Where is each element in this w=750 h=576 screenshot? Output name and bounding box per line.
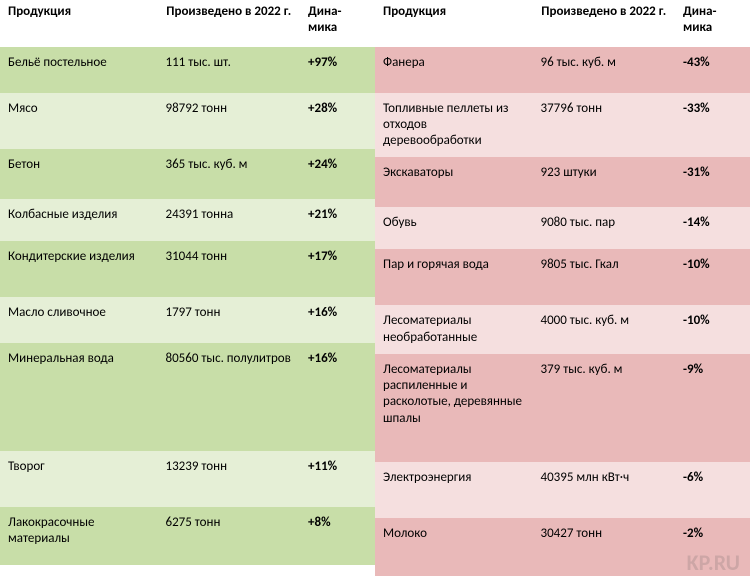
product-dynamics: -6% xyxy=(675,462,750,518)
product-dynamics: -31% xyxy=(675,157,750,207)
product-name: Творог xyxy=(0,451,158,507)
product-dynamics: +17% xyxy=(300,241,375,297)
product-name: Пар и горячая вода xyxy=(375,249,533,305)
table-header: Продукция Произведено в 2022 г. Дина-мик… xyxy=(375,0,750,47)
table-row: Лесоматериалы распиленные и расколотые, … xyxy=(375,354,750,462)
product-amount: 80560 тыс. полулитров xyxy=(158,343,301,451)
header-produced: Произведено в 2022 г. xyxy=(533,0,676,47)
table-row: Топливные пеллеты из отходов деревообраб… xyxy=(375,93,750,158)
table-row: Лесоматериалы необработанные 4000 тыс. к… xyxy=(375,305,750,354)
product-dynamics: +24% xyxy=(300,149,375,199)
table-row: Фанера 96 тыс. куб. м -43% xyxy=(375,47,750,93)
product-dynamics: -10% xyxy=(675,305,750,354)
header-produced: Произведено в 2022 г. xyxy=(158,0,301,47)
product-name: Фанера xyxy=(375,47,533,93)
table-header: Продукция Произведено в 2022 г. Дина-мик… xyxy=(0,0,375,47)
product-amount: 379 тыс. куб. м xyxy=(533,354,676,462)
product-name: Бельё постельное xyxy=(0,47,158,93)
product-dynamics: -33% xyxy=(675,93,750,158)
table-row: Колбасные изделия 24391 тонна +21% xyxy=(0,199,375,241)
production-comparison-table: Продукция Произведено в 2022 г. Дина-мик… xyxy=(0,0,750,576)
product-name: Лесоматериалы необработанные xyxy=(375,305,533,354)
product-amount: 1797 тонн xyxy=(158,297,301,343)
product-amount: 365 тыс. куб. м xyxy=(158,149,301,199)
header-dynamics: Дина-мика xyxy=(675,0,750,47)
product-dynamics: +21% xyxy=(300,199,375,241)
table-row: Электроэнергия 40395 млн кВт·ч -6% xyxy=(375,462,750,518)
product-amount: 37796 тонн xyxy=(533,93,676,158)
product-amount: 13239 тонн xyxy=(158,451,301,507)
table-row: Масло сливочное 1797 тонн +16% xyxy=(0,297,375,343)
product-amount: 9080 тыс. пар xyxy=(533,207,676,249)
table-row: Кондитерские изделия 31044 тонн +17% xyxy=(0,241,375,297)
product-name: Топливные пеллеты из отходов деревообраб… xyxy=(375,93,533,158)
product-name: Электроэнергия xyxy=(375,462,533,518)
product-name: Бетон xyxy=(0,149,158,199)
product-dynamics: +16% xyxy=(300,343,375,451)
product-dynamics: +11% xyxy=(300,451,375,507)
product-name: Лакокрасочные материалы xyxy=(0,507,158,565)
product-name: Минеральная вода xyxy=(0,343,158,451)
product-name: Обувь xyxy=(375,207,533,249)
product-dynamics: +97% xyxy=(300,47,375,93)
table-row: Пар и горячая вода 9805 тыс. Гкал -10% xyxy=(375,249,750,305)
table-row: Обувь 9080 тыс. пар -14% xyxy=(375,207,750,249)
product-dynamics: -2% xyxy=(675,518,750,576)
product-amount: 96 тыс. куб. м xyxy=(533,47,676,93)
table-row: Творог 13239 тонн +11% xyxy=(0,451,375,507)
table-row: Бетон 365 тыс. куб. м +24% xyxy=(0,149,375,199)
header-dynamics: Дина-мика xyxy=(300,0,375,47)
negative-dynamics-table: Продукция Произведено в 2022 г. Дина-мик… xyxy=(375,0,750,576)
product-name: Мясо xyxy=(0,93,158,149)
product-amount: 111 тыс. шт. xyxy=(158,47,301,93)
product-name: Экскаваторы xyxy=(375,157,533,207)
product-amount: 9805 тыс. Гкал xyxy=(533,249,676,305)
product-amount: 30427 тонн xyxy=(533,518,676,576)
table-row: Бельё постельное 111 тыс. шт. +97% xyxy=(0,47,375,93)
header-product: Продукция xyxy=(0,0,158,47)
positive-dynamics-table: Продукция Произведено в 2022 г. Дина-мик… xyxy=(0,0,375,576)
product-dynamics: +8% xyxy=(300,507,375,565)
product-dynamics: +28% xyxy=(300,93,375,149)
product-amount: 923 штуки xyxy=(533,157,676,207)
product-amount: 31044 тонн xyxy=(158,241,301,297)
product-dynamics: -10% xyxy=(675,249,750,305)
product-name: Лесоматериалы распиленные и расколотые, … xyxy=(375,354,533,462)
table-row: Экскаваторы 923 штуки -31% xyxy=(375,157,750,207)
product-name: Масло сливочное xyxy=(0,297,158,343)
product-name: Колбасные изделия xyxy=(0,199,158,241)
product-name: Кондитерские изделия xyxy=(0,241,158,297)
product-dynamics: -14% xyxy=(675,207,750,249)
product-dynamics: -43% xyxy=(675,47,750,93)
table-row: Молоко 30427 тонн -2% xyxy=(375,518,750,576)
table-row: Мясо 98792 тонн +28% xyxy=(0,93,375,149)
product-name: Молоко xyxy=(375,518,533,576)
product-amount: 98792 тонн xyxy=(158,93,301,149)
product-amount: 4000 тыс. куб. м xyxy=(533,305,676,354)
table-row: Минеральная вода 80560 тыс. полулитров +… xyxy=(0,343,375,451)
product-dynamics: +16% xyxy=(300,297,375,343)
product-dynamics: -9% xyxy=(675,354,750,462)
table-row: Лакокрасочные материалы 6275 тонн +8% xyxy=(0,507,375,565)
product-amount: 24391 тонна xyxy=(158,199,301,241)
product-amount: 40395 млн кВт·ч xyxy=(533,462,676,518)
header-product: Продукция xyxy=(375,0,533,47)
product-amount: 6275 тонн xyxy=(158,507,301,565)
